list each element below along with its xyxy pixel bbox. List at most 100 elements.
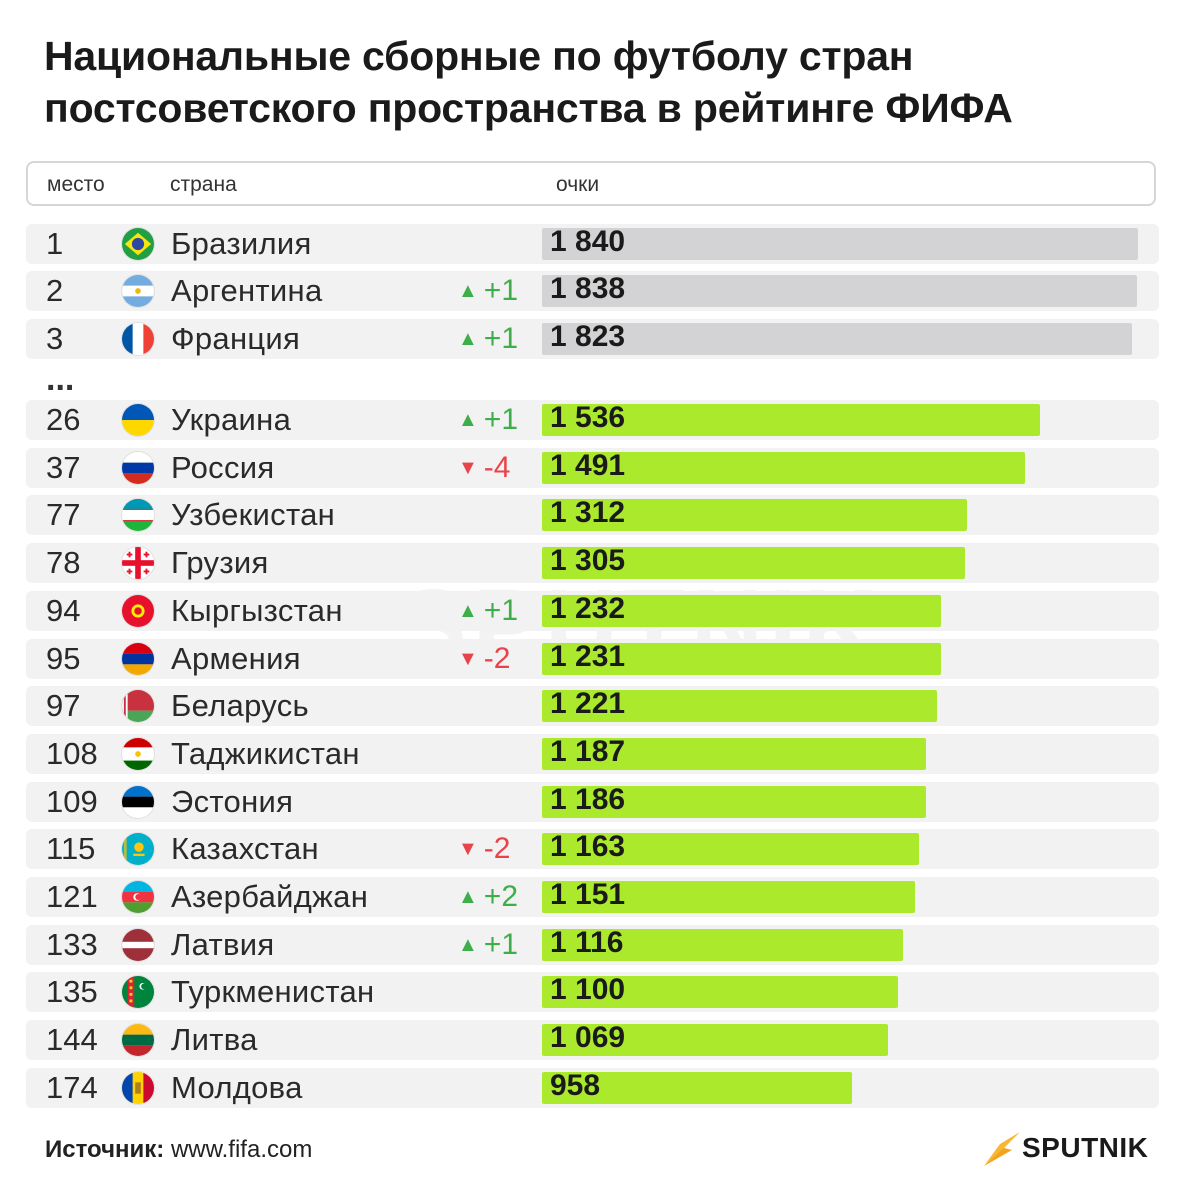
triangle-up-icon: ▲: [458, 328, 478, 350]
rank-label: 94: [46, 593, 81, 628]
triangle-down-icon: ▼: [458, 648, 478, 670]
points-label: 1 840: [550, 225, 626, 258]
triangle-up-icon: ▲: [458, 934, 478, 956]
source-footer: Источник: www.fifa.com: [45, 1136, 312, 1164]
rank-label: 1: [46, 226, 64, 261]
country-label: Бразилия: [171, 226, 312, 261]
table-row: 94 Кыргызстан ▲ +1 1 232: [26, 591, 1159, 631]
country-label: Россия: [171, 450, 275, 485]
table-row: 78 Грузия 1 305: [26, 543, 1159, 583]
brand-name: SPUTNIK: [1022, 1132, 1149, 1163]
rank-label: 109: [46, 784, 98, 819]
table-row: 1 Бразилия 1 840: [26, 224, 1159, 264]
points-label: 1 231: [550, 640, 626, 673]
points-label: 1 305: [550, 544, 626, 577]
points-bar: [542, 738, 926, 770]
triangle-up-icon: ▲: [458, 600, 478, 622]
rank-change-down: ▼ -4: [458, 448, 528, 491]
rank-label: 97: [46, 688, 81, 723]
rank-change-down: ▼ -2: [458, 829, 528, 872]
rank-label: 115: [46, 831, 96, 866]
points-label: 1 163: [550, 830, 626, 863]
rank-change-value: +2: [483, 880, 519, 913]
tajikistan-flag-icon: [121, 737, 155, 771]
rank-change-up: ▲ +1: [458, 591, 528, 634]
points-bar: [542, 547, 965, 579]
rank-change-value: +1: [483, 928, 519, 961]
sputnik-arrow-icon: [984, 1132, 1020, 1166]
source-value: www.fifa.com: [170, 1136, 313, 1163]
points-bar: [542, 452, 1025, 484]
header-points: очки: [556, 173, 600, 196]
table-row: 26 Украина ▲ +1 1 536: [26, 400, 1159, 440]
country-label: Кыргызстан: [171, 593, 343, 628]
rank-change-value: -2: [483, 832, 511, 865]
azerbaijan-flag-icon: [121, 880, 155, 914]
country-label: Грузия: [171, 545, 269, 580]
country-label: Аргентина: [171, 273, 323, 308]
triangle-down-icon: ▼: [458, 838, 478, 860]
points-bar: [542, 833, 919, 865]
triangle-down-icon: ▼: [458, 457, 478, 479]
country-label: Беларусь: [171, 688, 309, 723]
estonia-flag-icon: [121, 785, 155, 819]
rank-change-up: ▲ +1: [458, 271, 528, 314]
table-row: 2 Аргентина ▲ +1 1 838: [26, 271, 1159, 311]
moldova-flag-icon: [121, 1071, 155, 1105]
points-label: 1 838: [550, 272, 626, 305]
points-label: 1 536: [550, 401, 626, 434]
points-bar: [542, 499, 967, 531]
country-label: Молдова: [171, 1070, 303, 1105]
header-country: страна: [170, 173, 237, 196]
table-row: 174 Молдова 958: [26, 1068, 1159, 1108]
country-label: Латвия: [171, 927, 275, 962]
points-bar: [542, 929, 903, 961]
points-bar: [542, 786, 926, 818]
belarus-flag-icon: [121, 689, 155, 723]
rank-label: 37: [46, 450, 81, 485]
table-header: место страна очки: [26, 161, 1156, 206]
source-label: Источник:: [45, 1136, 165, 1163]
armenia-flag-icon: [121, 642, 155, 676]
points-bar: [542, 1024, 888, 1056]
table-row: 133 Латвия ▲ +1 1 116: [26, 925, 1159, 965]
ellipsis: ...: [46, 360, 75, 398]
rank-change-up: ▲ +1: [458, 925, 528, 968]
rank-label: 2: [46, 273, 64, 308]
table-row: 115 Казахстан ▼ -2 1 163: [26, 829, 1159, 869]
points-label: 1 312: [550, 496, 626, 529]
table-row: 3 Франция ▲ +1 1 823: [26, 319, 1159, 359]
kazakhstan-flag-icon: [121, 832, 155, 866]
points-bar: [542, 976, 898, 1008]
table-row: 135 Туркменистан 1 100: [26, 972, 1159, 1012]
argentina-flag-icon: [121, 274, 155, 308]
points-bar: [542, 228, 1138, 260]
table-row: 144 Литва 1 069: [26, 1020, 1159, 1060]
points-bar: [542, 404, 1040, 436]
rank-change-value: -2: [483, 642, 511, 675]
points-label: 1 186: [550, 783, 626, 816]
points-label: 1 151: [550, 878, 626, 911]
ukraine-flag-icon: [121, 403, 155, 437]
lithuania-flag-icon: [121, 1023, 155, 1057]
rank-change-value: -4: [483, 451, 511, 484]
page-title: Национальные сборные по футболу стран по…: [44, 33, 1013, 131]
country-label: Таджикистан: [171, 736, 360, 771]
country-label: Азербайджан: [171, 879, 369, 914]
table-row: 97 Беларусь 1 221: [26, 686, 1159, 726]
table-row: 121 Азербайджан ▲ +2 1 151: [26, 877, 1159, 917]
table-row: 109 Эстония 1 186: [26, 782, 1159, 822]
points-bar: [542, 881, 915, 913]
rank-label: 95: [46, 641, 81, 676]
triangle-up-icon: ▲: [458, 280, 478, 302]
rank-change-up: ▲ +1: [458, 400, 528, 443]
uzbekistan-flag-icon: [121, 498, 155, 532]
latvia-flag-icon: [121, 928, 155, 962]
rank-change-down: ▼ -2: [458, 639, 528, 682]
country-label: Эстония: [171, 784, 294, 819]
rank-label: 78: [46, 545, 81, 580]
points-bar: [542, 643, 941, 675]
triangle-up-icon: ▲: [458, 886, 478, 908]
points-label: 1 069: [550, 1021, 626, 1054]
country-label: Франция: [171, 321, 301, 356]
